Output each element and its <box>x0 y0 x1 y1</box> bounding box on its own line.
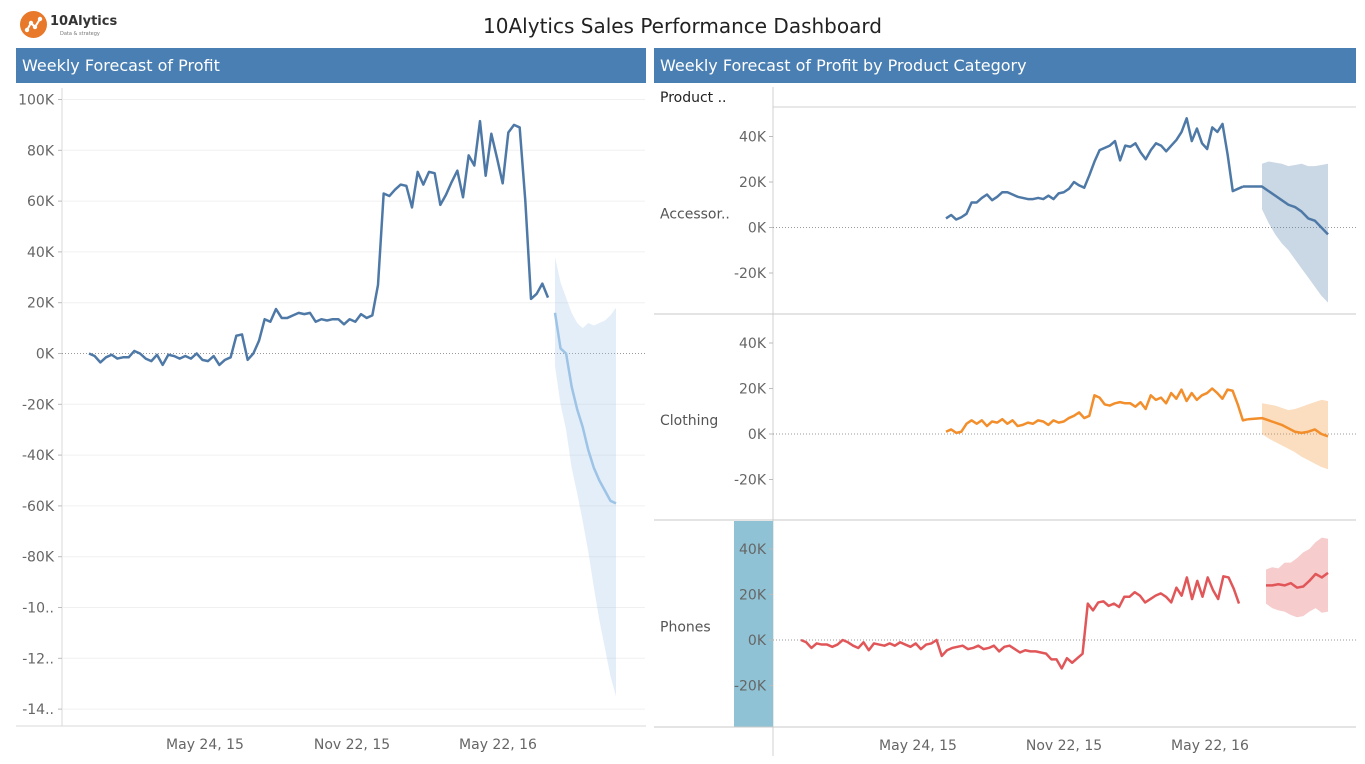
forecast-band[interactable] <box>1262 161 1328 303</box>
actual-profit-line[interactable] <box>800 575 1241 670</box>
y-tick-label: 80K <box>27 143 55 159</box>
y-tick-label: 40K <box>739 542 767 558</box>
y-tick-label: 0K <box>748 633 767 649</box>
y-tick-label: 0K <box>36 347 55 363</box>
category-label: Phones <box>660 620 711 636</box>
y-tick-label: -12.. <box>22 651 54 667</box>
forecast-band[interactable] <box>555 256 616 697</box>
x-tick-label: Nov 22, 15 <box>314 737 390 753</box>
actual-profit-line[interactable] <box>945 117 1244 221</box>
left-panel-header: Weekly Forecast of Profit <box>16 48 646 83</box>
y-tick-label: -10.. <box>22 601 54 617</box>
x-tick-label: May 24, 15 <box>166 737 244 753</box>
y-tick-label: 20K <box>27 296 55 312</box>
forecast-profit-line[interactable] <box>1247 416 1329 438</box>
y-tick-label: 0K <box>748 427 767 443</box>
x-tick-label: May 24, 15 <box>879 738 957 754</box>
logo-text: 10Alytics <box>50 14 118 29</box>
y-tick-label: 20K <box>739 382 767 398</box>
y-tick-label: -80K <box>22 550 55 566</box>
y-tick-label: -60K <box>22 499 55 515</box>
y-tick-label: 40K <box>739 130 767 146</box>
y-tick-label: 100K <box>18 93 55 109</box>
forecast-band[interactable] <box>1266 537 1328 618</box>
forecast-profit-line[interactable] <box>1266 571 1329 589</box>
actual-profit-line[interactable] <box>88 119 550 367</box>
phones-highlight-band <box>734 521 773 727</box>
y-tick-label: 20K <box>739 588 767 604</box>
x-tick-label: May 22, 16 <box>1171 738 1249 754</box>
x-tick-label: May 22, 16 <box>459 737 537 753</box>
category-label: Clothing <box>660 413 718 429</box>
y-tick-label: -20K <box>22 397 55 413</box>
right-chart[interactable]: Product .. Accessor.. 40K 20K 0K -20K Clothing… <box>654 87 1356 756</box>
forecast-band[interactable] <box>1262 399 1328 470</box>
forecast-profit-line[interactable] <box>1243 185 1329 236</box>
left-chart[interactable]: 100K 80K 60K 40K 20K 0K -20K -40K -60K -80K -10.. -… <box>16 88 646 753</box>
category-label: Accessor.. <box>660 207 730 223</box>
y-tick-label: 60K <box>27 194 55 210</box>
logo: 10Alytics Data & strategy <box>20 10 140 42</box>
y-tick-label: 40K <box>27 245 55 261</box>
logo-mark-icon <box>20 11 47 38</box>
y-tick-label: -20K <box>734 473 767 489</box>
y-tick-label: -40K <box>22 448 55 464</box>
forecast-profit-line[interactable] <box>553 312 617 505</box>
actual-profit-line[interactable] <box>945 387 1249 435</box>
right-panel-header: Weekly Forecast of Profit by Product Cat… <box>654 48 1356 83</box>
y-tick-label: 20K <box>739 175 767 191</box>
y-tick-label: 40K <box>739 336 767 352</box>
dashboard-title: 10Alytics Sales Performance Dashboard <box>483 14 882 38</box>
y-tick-label: -20K <box>734 266 767 282</box>
y-tick-label: 0K <box>748 221 767 237</box>
x-tick-label: Nov 22, 15 <box>1026 738 1102 754</box>
y-tick-label: -20K <box>734 679 767 695</box>
row-header-label: Product .. <box>660 90 727 106</box>
y-tick-label: -14.. <box>22 702 54 718</box>
logo-subtitle: Data & strategy <box>60 31 100 37</box>
